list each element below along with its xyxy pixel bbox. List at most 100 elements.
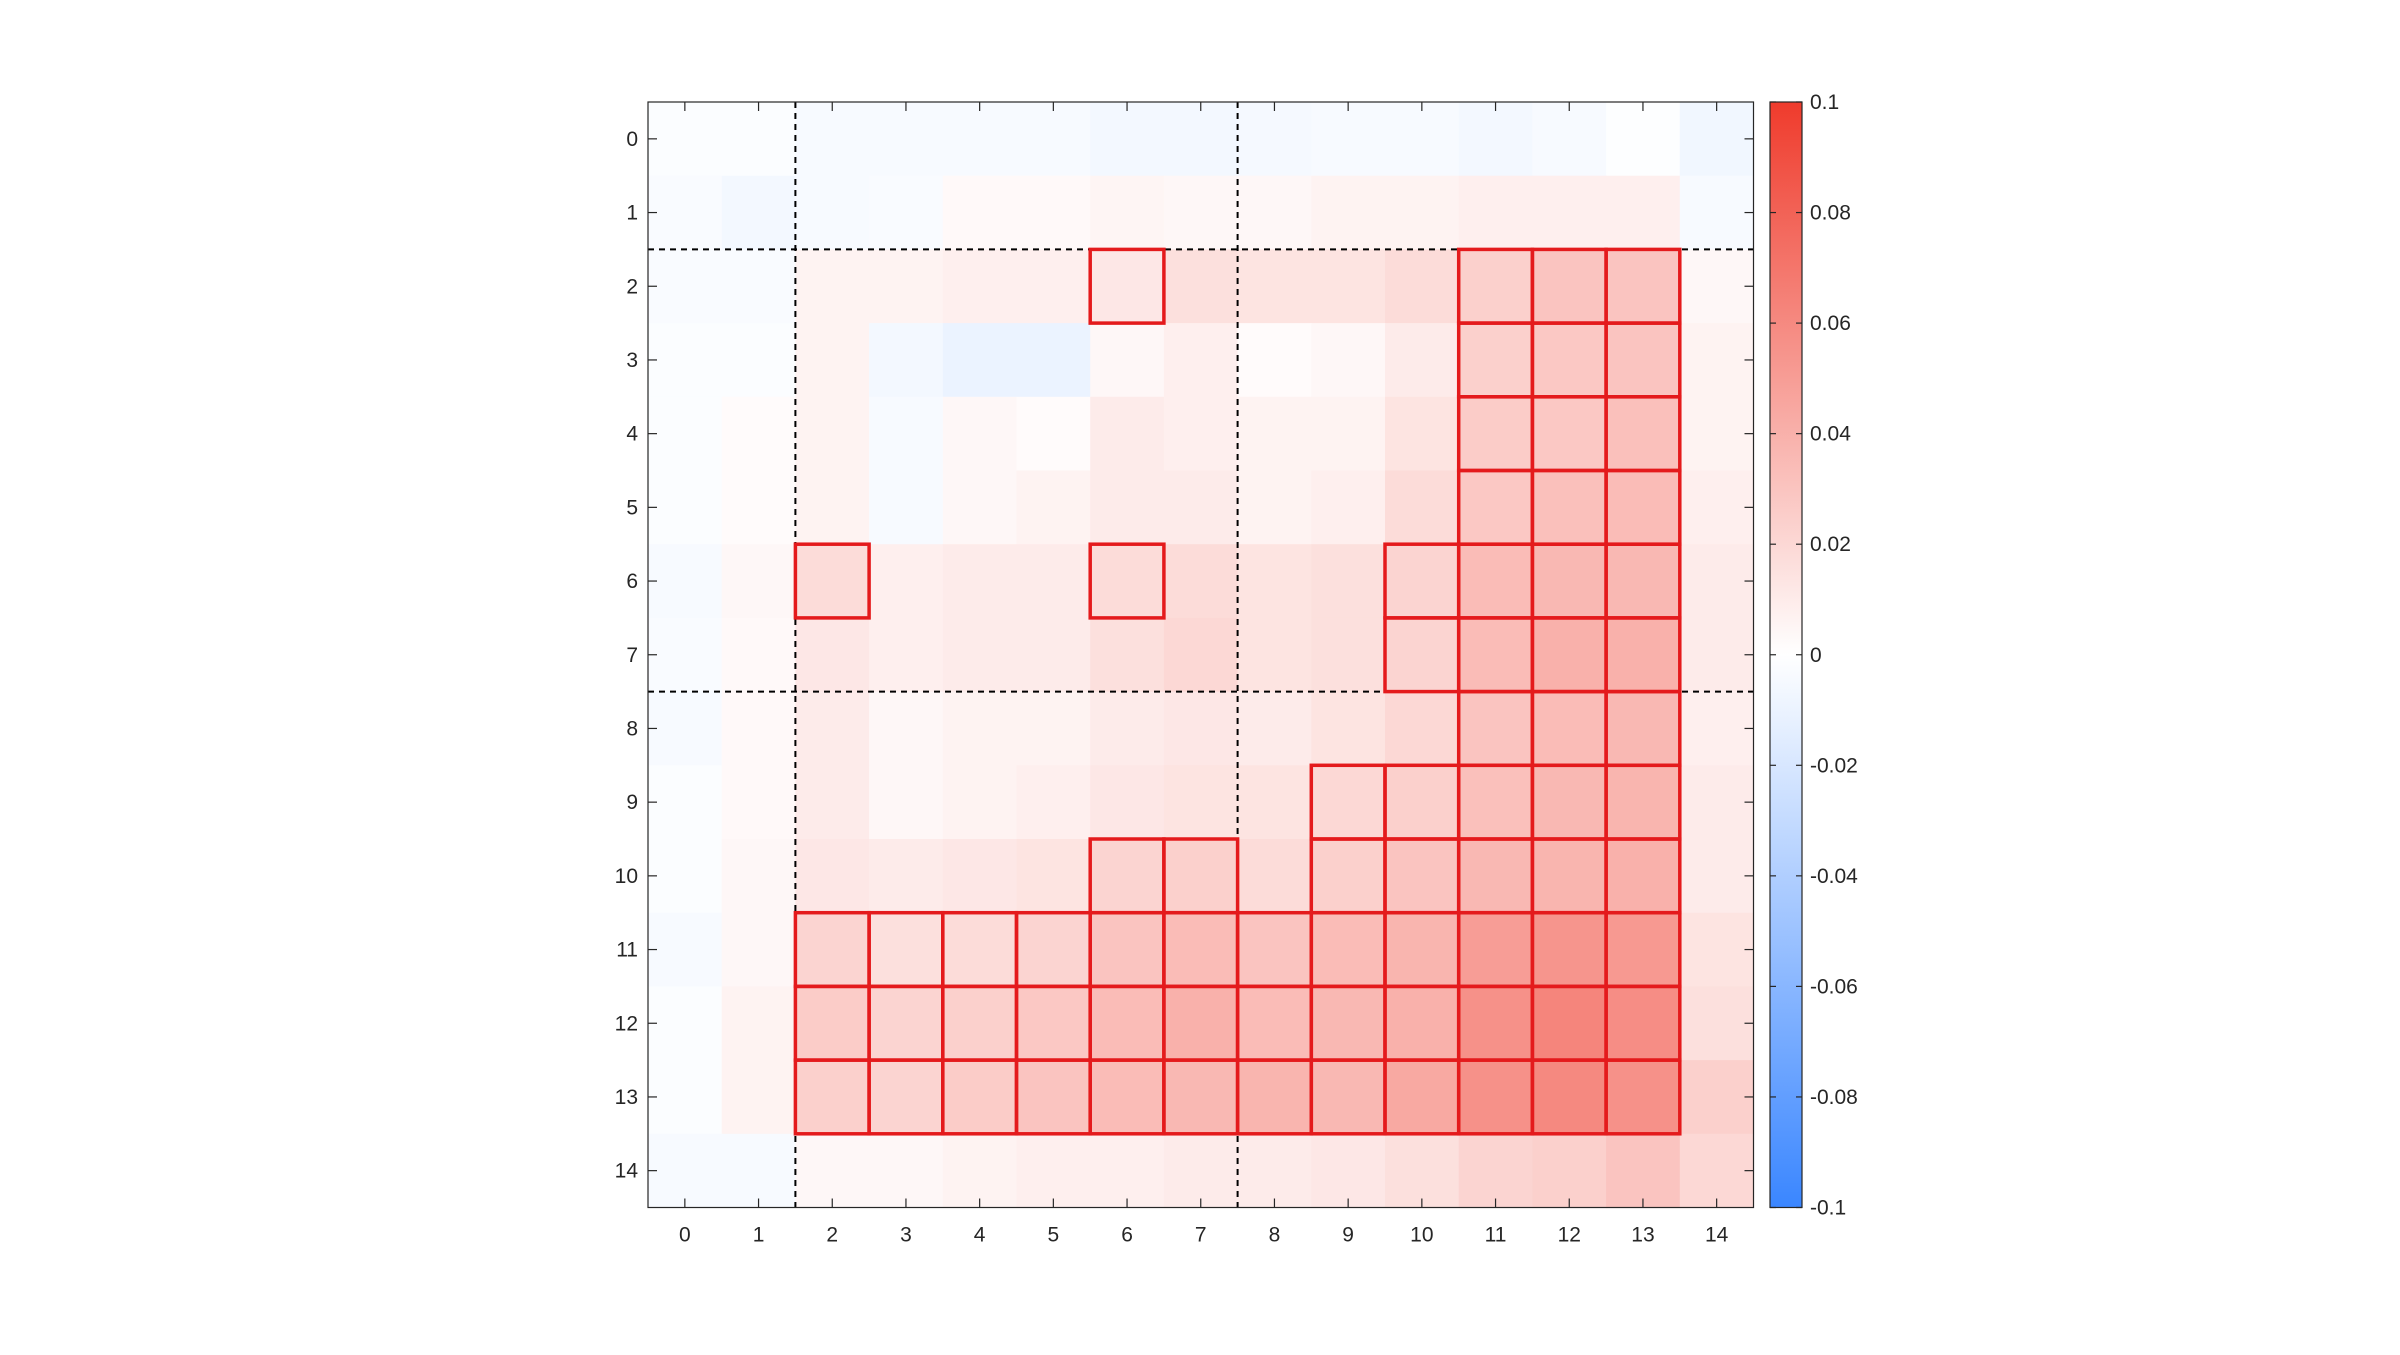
heatmap-cell [721, 249, 796, 324]
x-tick-label: 3 [900, 1224, 912, 1247]
heatmap-cell [1163, 396, 1239, 472]
heatmap-cell [721, 691, 796, 766]
heatmap-cell [1311, 839, 1386, 914]
colorbar-tick-label: 0.04 [1810, 423, 1851, 446]
heatmap-cell [1090, 102, 1165, 177]
heatmap-cell [1311, 765, 1386, 840]
heatmap-cell [942, 765, 1018, 840]
colorbar-tick-label: 0.06 [1810, 312, 1851, 335]
heatmap-cell [1385, 396, 1460, 472]
heatmap-cell [795, 839, 870, 914]
heatmap-cell [1016, 986, 1091, 1061]
heatmap-cell [648, 765, 723, 840]
heatmap-cell [1679, 691, 1755, 766]
y-tick-label: 9 [626, 791, 638, 814]
heatmap-cell [795, 323, 870, 398]
highlight-box [1604, 1058, 1682, 1136]
heatmap-cell [869, 544, 944, 619]
heatmap-cell [721, 986, 796, 1061]
heatmap-cell [1090, 249, 1165, 324]
heatmap-cell [648, 617, 723, 693]
y-tick-label: 1 [626, 202, 638, 225]
heatmap-cell [1679, 470, 1755, 545]
heatmap-cell [1606, 1060, 1681, 1135]
heatmap-cell [648, 691, 723, 766]
heatmap-cell [721, 1133, 796, 1209]
heatmap-cell [1163, 617, 1239, 693]
heatmap-cell [1458, 617, 1533, 693]
heatmap-cell [1311, 323, 1386, 398]
x-tick-label: 5 [1048, 1224, 1060, 1247]
colorbar-tick-label: -0.04 [1810, 865, 1858, 888]
y-tick-label: 14 [615, 1160, 639, 1183]
heatmap-cell [795, 470, 870, 545]
heatmap-cell [1237, 691, 1312, 766]
x-tick-label: 2 [826, 1224, 838, 1247]
heatmap-cell [1090, 470, 1165, 545]
heatmap-cell [1385, 617, 1460, 693]
heatmap-cell [1237, 470, 1312, 545]
heatmap-cell [1679, 544, 1755, 619]
heatmap-cell [795, 396, 870, 472]
heatmap-cell [1458, 691, 1533, 766]
y-tick-label: 12 [615, 1012, 638, 1035]
heatmap-cell [942, 1060, 1018, 1135]
heatmap-cell [1679, 912, 1755, 987]
heatmap-cell [1237, 323, 1312, 398]
heatmap-cell [1090, 617, 1165, 693]
heatmap-cell [1532, 323, 1607, 398]
heatmap-cell [795, 912, 870, 987]
y-tick-label: 3 [626, 349, 638, 372]
heatmap-cell [1163, 470, 1239, 545]
heatmap-cell [1606, 323, 1681, 398]
heatmap-cell [1311, 1133, 1386, 1209]
x-tick-label: 4 [974, 1224, 986, 1247]
heatmap-cell [942, 175, 1018, 250]
heatmap-cell [721, 102, 796, 177]
heatmap-cell [1163, 912, 1239, 987]
heatmap-cell [942, 912, 1018, 987]
heatmap-cell [1311, 470, 1386, 545]
heatmap-cell [1679, 249, 1755, 324]
heatmap-cell [1532, 175, 1607, 250]
heatmap-cell [1532, 617, 1607, 693]
x-tick-label: 12 [1558, 1224, 1581, 1247]
heatmap-cell [721, 175, 796, 250]
heatmap-cell [1016, 1060, 1091, 1135]
heatmap-cell [795, 1133, 870, 1209]
heatmap-cell [942, 617, 1018, 693]
heatmap-cell [1458, 175, 1533, 250]
heatmap-cell [1606, 1133, 1681, 1209]
heatmap-cell [795, 175, 870, 250]
heatmap-cell [648, 396, 723, 472]
heatmap-cell [1311, 396, 1386, 472]
x-tick-label: 0 [679, 1224, 691, 1247]
heatmap-cell [1311, 691, 1386, 766]
heatmap-cell [1532, 470, 1607, 545]
highlight-box [1088, 542, 1166, 620]
y-tick-label: 0 [626, 128, 638, 151]
heatmap-cell [721, 396, 796, 472]
heatmap-cell [1163, 765, 1239, 840]
x-tick-label: 7 [1195, 1224, 1207, 1247]
heatmap-cell [1532, 986, 1607, 1061]
colorbar-tick-label: -0.1 [1810, 1197, 1846, 1220]
heatmap-cell [1016, 470, 1091, 545]
heatmap-cell [942, 470, 1018, 545]
divider-lines [648, 102, 1754, 1208]
heatmap-cell [1237, 765, 1312, 840]
heatmap-cell [1606, 691, 1681, 766]
heatmap-cell [942, 839, 1018, 914]
heatmap-cell [1606, 544, 1681, 619]
heatmap-cell [648, 912, 723, 987]
heatmap-cell [1532, 1133, 1607, 1209]
heatmap-cell [1532, 1060, 1607, 1135]
heatmap-cell [795, 544, 870, 619]
heatmap-cell [1090, 396, 1165, 472]
heatmap-cell [1237, 249, 1312, 324]
heatmap-cell [869, 986, 944, 1061]
heatmap-cell [795, 691, 870, 766]
heatmap-cell [648, 1060, 723, 1135]
heatmap-cell [1237, 1133, 1312, 1209]
